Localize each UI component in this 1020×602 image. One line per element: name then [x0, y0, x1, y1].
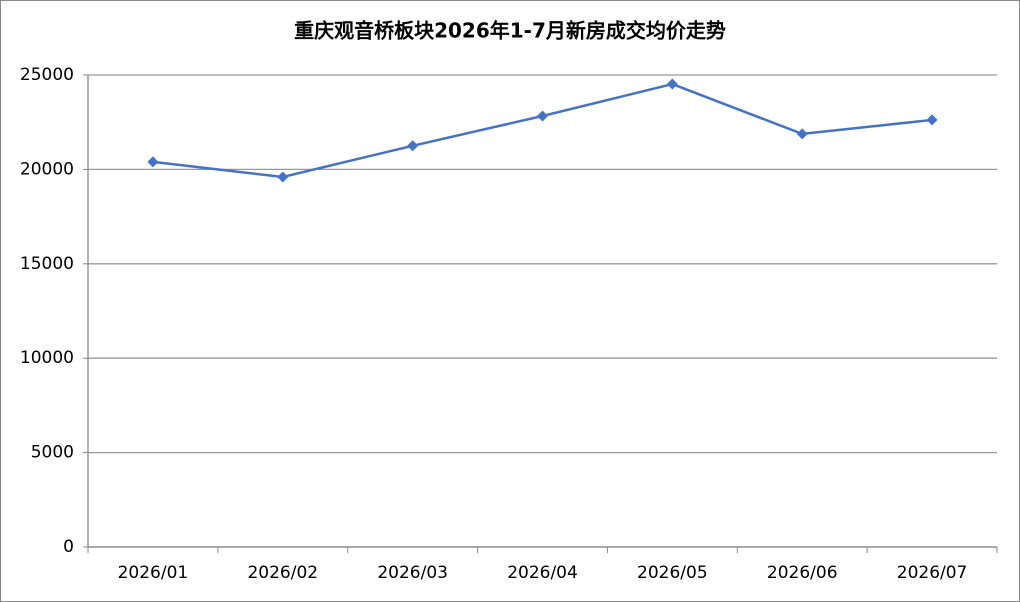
- x-tick-label: 2026/01: [118, 563, 189, 583]
- x-tick-label: 2026/05: [637, 563, 708, 583]
- x-tick-label: 2026/03: [377, 563, 448, 583]
- marker: [277, 171, 289, 183]
- x-tick-label: 2026/06: [767, 563, 838, 583]
- y-tick-label: 5000: [31, 443, 74, 463]
- y-tick-label: 10000: [20, 348, 74, 368]
- marker: [407, 140, 419, 152]
- y-tick-label: 25000: [20, 65, 74, 85]
- x-tick-label: 2026/02: [247, 563, 318, 583]
- marker: [796, 128, 808, 140]
- x-tick-label: 2026/07: [897, 563, 968, 583]
- chart-title: 重庆观音桥板块2026年1-7月新房成交均价走势: [294, 19, 726, 43]
- y-tick-label: 0: [63, 537, 74, 557]
- y-tick-label: 15000: [20, 254, 74, 274]
- x-tick-label: 2026/04: [507, 563, 578, 583]
- marker: [926, 114, 938, 126]
- y-tick-label: 20000: [20, 159, 74, 179]
- marker: [147, 156, 159, 168]
- marker: [666, 78, 678, 90]
- marker: [537, 110, 548, 122]
